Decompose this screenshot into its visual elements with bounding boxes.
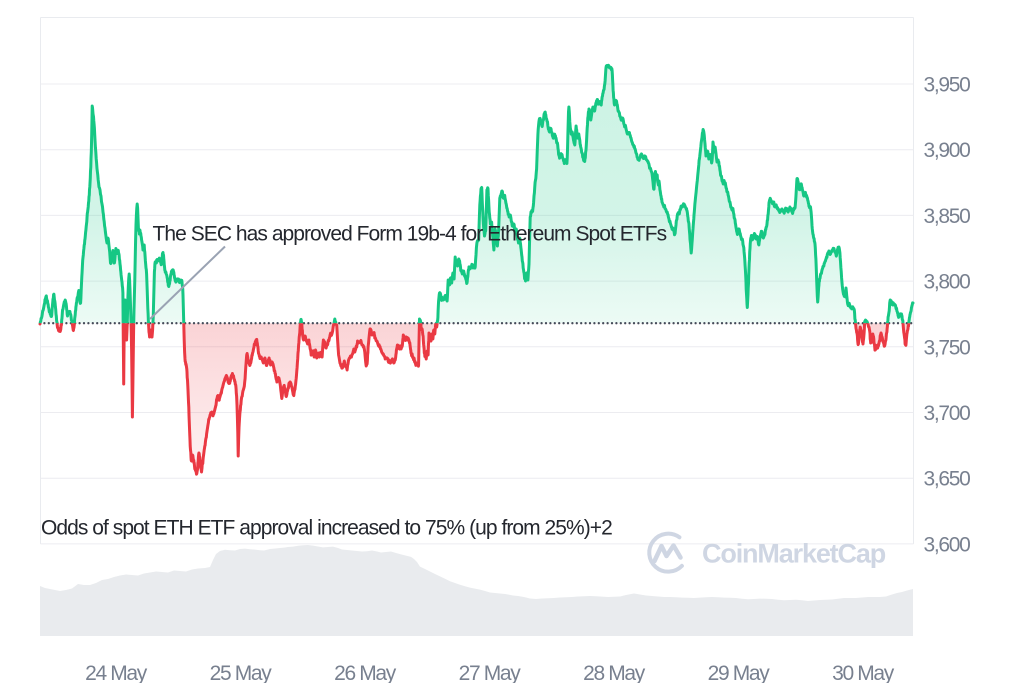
svg-text:3,750: 3,750 (924, 336, 971, 359)
svg-text:CoinMarketCap: CoinMarketCap (702, 539, 886, 569)
svg-text:25 May: 25 May (210, 662, 273, 683)
svg-text:30 May: 30 May (832, 662, 895, 683)
svg-text:27 May: 27 May (459, 662, 522, 683)
svg-text:29 May: 29 May (708, 662, 771, 683)
svg-text:3,900: 3,900 (924, 139, 971, 162)
svg-text:The SEC has approved Form 19b-: The SEC has approved Form 19b-4 for Ethe… (153, 223, 667, 246)
svg-text:3,850: 3,850 (924, 205, 971, 228)
svg-text:3,800: 3,800 (924, 271, 971, 294)
svg-text:28 May: 28 May (583, 662, 646, 683)
svg-text:Odds of spot ETH ETF approval: Odds of spot ETH ETF approval increased … (41, 517, 612, 540)
svg-text:26 May: 26 May (334, 662, 397, 683)
svg-text:3,650: 3,650 (924, 468, 971, 491)
svg-text:3,700: 3,700 (924, 402, 971, 425)
svg-text:3,600: 3,600 (924, 533, 971, 556)
svg-text:3,950: 3,950 (924, 74, 971, 97)
svg-text:24 May: 24 May (85, 662, 148, 683)
